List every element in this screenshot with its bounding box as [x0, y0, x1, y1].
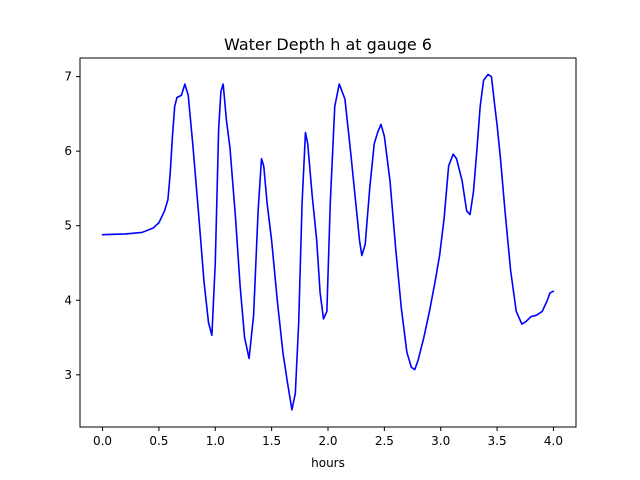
y-tick-label: 3 — [64, 368, 72, 382]
x-tick-label: 2.0 — [318, 434, 337, 448]
y-tick-label: 6 — [64, 144, 72, 158]
x-tick-label: 0.0 — [93, 434, 112, 448]
x-tick-label: 1.5 — [262, 434, 281, 448]
x-axis-label: hours — [311, 456, 345, 470]
y-tick-label: 4 — [64, 293, 72, 307]
x-tick-label: 1.0 — [206, 434, 225, 448]
series-line-0 — [101, 73, 555, 411]
x-tick-label: 0.5 — [149, 434, 168, 448]
y-axis-ticks: 3 4 5 6 7 — [64, 70, 80, 382]
x-tick-label: 2.5 — [375, 434, 394, 448]
plot-area — [79, 57, 577, 428]
x-axis-ticks: 0.0 0.5 1.0 1.5 2.0 2.5 3.0 3.5 4.0 — [93, 427, 563, 448]
plot-frame — [79, 57, 577, 428]
y-tick-label: 7 — [64, 70, 72, 84]
x-tick-label: 3.0 — [431, 434, 450, 448]
x-tick-label: 4.0 — [544, 434, 563, 448]
x-tick-label: 3.5 — [488, 434, 507, 448]
chart-title: Water Depth h at gauge 6 — [224, 35, 432, 54]
y-tick-label: 5 — [64, 219, 72, 233]
